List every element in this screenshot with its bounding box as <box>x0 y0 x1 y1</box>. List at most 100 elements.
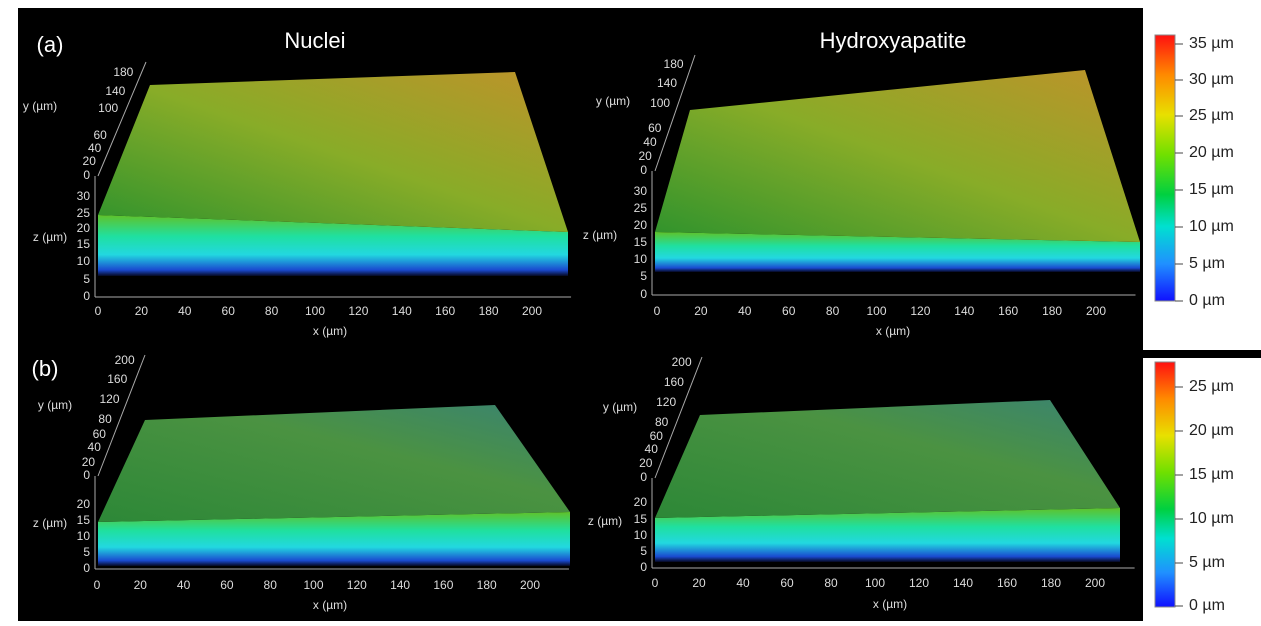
y-tick-label: 160 <box>107 372 127 386</box>
x-axis-label: x (µm) <box>313 324 347 338</box>
colorbar-label: 20 µm <box>1189 422 1234 439</box>
column-title: Hydroxyapatite <box>820 28 967 53</box>
x-tick-label: 80 <box>824 576 838 590</box>
figure: (a) (b) Nuclei Hydroxyapatite 1801401006… <box>0 0 1261 621</box>
x-tick-label: 180 <box>1042 304 1062 318</box>
x-tick-label: 60 <box>220 578 234 592</box>
y-tick-label: 140 <box>105 84 125 98</box>
background <box>1143 350 1261 358</box>
x-tick-label: 160 <box>997 576 1017 590</box>
x-tick-label: 0 <box>654 304 661 318</box>
colorbar-label: 25 µm <box>1189 378 1234 395</box>
x-tick-label: 120 <box>910 304 930 318</box>
y-tick-label: 80 <box>98 412 112 426</box>
y-tick-label: 120 <box>99 392 119 406</box>
z-tick-label: 20 <box>634 218 648 232</box>
y-tick-label: 180 <box>664 57 684 71</box>
x-tick-label: 140 <box>953 576 973 590</box>
x-tick-label: 200 <box>1085 576 1105 590</box>
colorbar-label: 15 µm <box>1189 181 1234 198</box>
surface-top <box>98 72 568 232</box>
y-tick-label: 60 <box>648 121 662 135</box>
colorbar-label: 25 µm <box>1189 107 1234 124</box>
z-tick-label: 20 <box>634 495 648 509</box>
y-tick-label: 100 <box>98 101 118 115</box>
y-tick-label: 40 <box>643 135 657 149</box>
x-tick-label: 180 <box>479 304 499 318</box>
x-tick-label: 20 <box>694 304 708 318</box>
y-tick-label: 0 <box>640 163 647 177</box>
z-tick-label: 15 <box>77 513 91 527</box>
z-axis-label: z (µm) <box>33 516 67 530</box>
y-tick-label: 180 <box>113 65 133 79</box>
z-tick-label: 10 <box>634 252 648 266</box>
y-tick-label: 0 <box>83 168 90 182</box>
x-tick-label: 140 <box>390 578 410 592</box>
y-tick-label: 0 <box>83 468 90 482</box>
y-tick-label: 40 <box>88 141 102 155</box>
z-tick-label: 0 <box>83 289 90 303</box>
x-tick-label: 200 <box>1086 304 1106 318</box>
z-axis-label: z (µm) <box>583 228 617 242</box>
z-tick-label: 0 <box>640 560 647 574</box>
colorbar-label: 5 µm <box>1189 255 1225 272</box>
x-tick-label: 20 <box>135 304 149 318</box>
colorbar-label: 30 µm <box>1189 71 1234 88</box>
y-axis-label: y (µm) <box>596 94 630 108</box>
y-axis-label: y (µm) <box>603 400 637 414</box>
x-tick-label: 0 <box>652 576 659 590</box>
x-tick-label: 140 <box>954 304 974 318</box>
colorbar-label: 10 µm <box>1189 510 1234 527</box>
z-axis-label: z (µm) <box>588 514 622 528</box>
colorbar-label: 0 µm <box>1189 597 1225 614</box>
y-axis-label: y (µm) <box>38 398 72 412</box>
colorbar-label: 20 µm <box>1189 144 1234 161</box>
colorbar-label: 15 µm <box>1189 466 1234 483</box>
x-tick-label: 120 <box>347 578 367 592</box>
x-tick-label: 100 <box>866 304 886 318</box>
x-tick-label: 0 <box>95 304 102 318</box>
y-tick-label: 20 <box>639 456 653 470</box>
z-tick-label: 25 <box>77 206 91 220</box>
z-tick-label: 15 <box>77 237 91 251</box>
colorbar-label: 0 µm <box>1189 292 1225 309</box>
x-tick-label: 120 <box>909 576 929 590</box>
x-axis-label: x (µm) <box>313 598 347 612</box>
x-tick-label: 120 <box>348 304 368 318</box>
z-tick-label: 5 <box>640 269 647 283</box>
y-tick-label: 100 <box>650 96 670 110</box>
x-tick-label: 100 <box>305 304 325 318</box>
y-tick-label: 200 <box>115 353 135 367</box>
x-tick-label: 40 <box>738 304 752 318</box>
x-axis-label: x (µm) <box>873 597 907 611</box>
x-tick-label: 20 <box>134 578 148 592</box>
surface-top <box>655 400 1120 518</box>
x-tick-label: 100 <box>865 576 885 590</box>
x-tick-label: 80 <box>265 304 279 318</box>
x-tick-label: 200 <box>522 304 542 318</box>
x-tick-label: 40 <box>177 578 191 592</box>
x-tick-label: 180 <box>1041 576 1061 590</box>
z-tick-label: 30 <box>77 189 91 203</box>
z-tick-label: 10 <box>77 529 91 543</box>
panel-label: (b) <box>32 356 59 381</box>
z-axis-label: z (µm) <box>33 230 67 244</box>
x-tick-label: 140 <box>392 304 412 318</box>
y-tick-label: 40 <box>88 440 102 454</box>
y-axis-label: y (µm) <box>23 99 57 113</box>
y-tick-label: 0 <box>640 470 647 484</box>
x-tick-label: 60 <box>780 576 794 590</box>
x-tick-label: 0 <box>94 578 101 592</box>
y-tick-label: 60 <box>650 429 664 443</box>
x-tick-label: 40 <box>178 304 192 318</box>
z-tick-label: 15 <box>634 512 648 526</box>
x-tick-label: 80 <box>264 578 278 592</box>
y-tick-label: 120 <box>656 395 676 409</box>
x-axis-label: x (µm) <box>876 324 910 338</box>
x-tick-label: 100 <box>303 578 323 592</box>
panel-label: (a) <box>37 32 64 57</box>
y-tick-label: 80 <box>655 415 669 429</box>
x-tick-label: 20 <box>692 576 706 590</box>
y-tick-label: 160 <box>664 375 684 389</box>
z-tick-label: 0 <box>640 287 647 301</box>
